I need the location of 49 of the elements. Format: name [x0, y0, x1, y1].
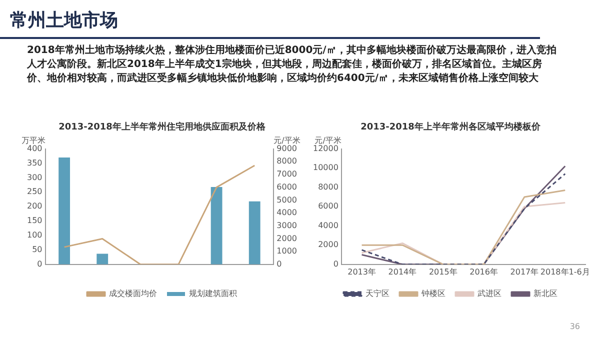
text: 36	[570, 322, 580, 331]
y-tick-label: 2000	[318, 240, 338, 250]
y2-tick-label: 1000	[276, 246, 297, 256]
bar	[96, 254, 108, 264]
y2-tick-label: 8000	[276, 156, 297, 166]
y2-tick-label: 7000	[276, 170, 297, 179]
y-tick-label: 4000	[318, 220, 338, 230]
y-tick-label: 12000	[312, 144, 338, 153]
y-tick-label: 250	[26, 187, 42, 196]
x-tick-label: 2014年	[388, 267, 417, 276]
y-tick-label: 6000	[318, 202, 338, 211]
bar	[58, 157, 70, 264]
y-tick-label: 150	[26, 216, 42, 226]
y2-tick-label: 6000	[276, 182, 297, 192]
y2-axis-title: 元/平米	[274, 136, 300, 145]
x-tick-label: 2013年	[348, 267, 376, 276]
x-tick-label: 2016年	[470, 267, 498, 276]
y2-tick-label: 4000	[276, 208, 297, 218]
y2-tick-label: 5000	[276, 195, 297, 204]
y-tick-label: 10000	[312, 163, 338, 172]
chart-title: 2013-2018年上半年常州各区域平均楼板价	[360, 122, 542, 133]
text: 2018年常州土地市场持续火热，整体涉住用地楼面价已近8000元/㎡，其中多幅地块楼面价破万达最高限价，进入竞拍人才公寓阶段。新北区2018年上半年成交1宗地块，但其地段，周边配套佳，楼面价破万，排名区域首位。主城区房价、地价相对较高，而武进区受多幅乡镇地块低价地影响，区域均价约6400元/㎡，未来区域销售价格上涨空间较大	[27, 44, 557, 86]
y-tick-label: 300	[26, 172, 42, 182]
y-axis-title: 元/平米	[314, 136, 342, 145]
y2-tick-label: 3000	[276, 220, 297, 230]
text: 常州土地市场	[10, 9, 118, 32]
y-tick-label: 350	[26, 158, 42, 168]
x-tick-label: 2017年	[510, 267, 539, 276]
bar	[210, 186, 222, 264]
legend-label: 武进区	[478, 289, 502, 298]
legend-label: 钟楼区	[420, 289, 446, 298]
y2-tick-label: 0	[276, 259, 282, 268]
y-tick-label: 200	[26, 202, 42, 211]
y-tick-label: 0	[333, 259, 338, 268]
y-tick-label: 50	[32, 245, 42, 254]
x-tick-label: 2015年	[428, 267, 458, 276]
legend-label: 新北区	[534, 289, 558, 298]
chart-title: 2013-2018年上半年常州住宅用地供应面积及价格	[58, 122, 266, 133]
y2-tick-label: 2000	[276, 234, 297, 243]
bar	[248, 201, 260, 264]
legend-label: 天宁区	[366, 289, 390, 298]
legend-label: 成交楼面均价	[109, 289, 157, 298]
x-tick-label: 2018年1-6月	[540, 267, 590, 276]
y-tick-label: 8000	[318, 182, 338, 192]
y-tick-label: 100	[26, 230, 42, 240]
y-tick-label: 0	[37, 259, 42, 268]
y2-tick-label: 9000	[276, 144, 297, 153]
y-tick-label: 400	[26, 144, 42, 153]
legend-label: 规划建筑面积	[189, 289, 237, 298]
